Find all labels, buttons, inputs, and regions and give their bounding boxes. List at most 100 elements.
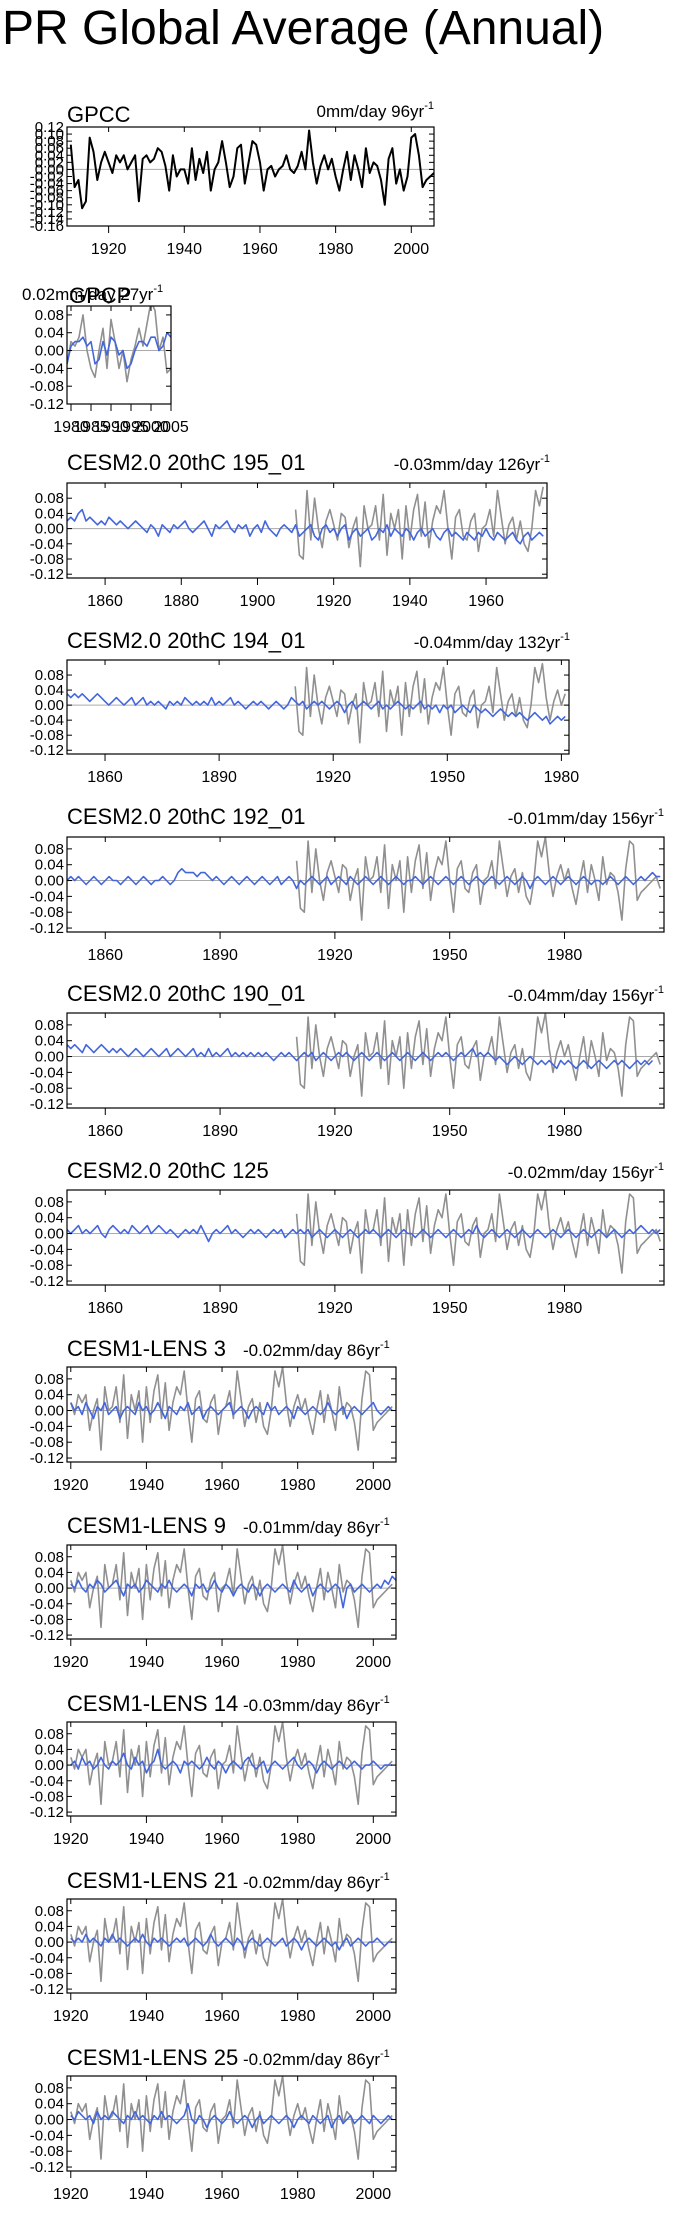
x-tick-label: 1890: [202, 947, 238, 964]
x-tick-label: 2000: [394, 241, 430, 258]
chart-panel-cesm2-0-20thc-194-01: 0.080.040.00-0.04-0.08-0.12 1860 1890 1920 1…: [30, 628, 579, 786]
chart-title: CESM1-LENS 21: [67, 1868, 238, 1893]
y-tick-label: -0.14: [30, 211, 64, 228]
series-line-cesm1-lens-25: [70, 2102, 393, 2129]
chart-title: CESM1-LENS 9: [67, 1513, 226, 1538]
series-line-gpcc: [295, 1013, 661, 1097]
x-tick-label: 1920: [317, 1123, 353, 1140]
x-tick-label: 1920: [317, 947, 353, 964]
trend-label: -0.04mm/day 156yr-1: [508, 984, 664, 1005]
plot-frame: [66, 1898, 397, 1994]
y-tick-label: 0.00: [35, 161, 64, 178]
y-tick-label: 0.00: [35, 2112, 64, 2129]
x-tick-label: 1920: [53, 2008, 89, 2025]
trend-label: -0.02mm/day 86yr-1: [243, 1339, 390, 1360]
x-tick-label: 1880: [163, 593, 199, 610]
trend-label: 0mm/day 96yr-1: [317, 100, 434, 121]
x-tick-label: 1980: [280, 2008, 316, 2025]
y-tick-label: 0.04: [35, 1741, 64, 1758]
y-tick-label: -0.08: [30, 1965, 64, 1982]
x-tick-label: 1940: [166, 241, 202, 258]
plot-frame: [66, 1189, 665, 1286]
y-tick-label: -0.12: [30, 1273, 64, 1290]
y-tick-label: 0.08: [35, 2080, 64, 2097]
y-tick-label: -0.08: [30, 1080, 64, 1097]
x-tick-label: 1920: [91, 241, 127, 258]
plot-frame: [66, 2075, 397, 2172]
x-tick-label: 1890: [202, 1300, 238, 1317]
y-tick-label: 0.10: [35, 126, 64, 143]
x-tick-label: 1960: [242, 241, 278, 258]
page-title: PR Global Average (Annual): [2, 2, 605, 55]
y-tick-label: 0.08: [35, 1194, 64, 1211]
y-tick-label: -0.06: [30, 183, 64, 200]
x-tick-label: 1960: [204, 1654, 240, 1671]
x-tick-label: 1940: [129, 1654, 165, 1671]
y-tick-label: 0.02: [35, 154, 64, 171]
x-tick-label: 1995: [113, 419, 149, 436]
x-tick-label: 1980: [280, 2186, 316, 2203]
chart-title: GPCC: [67, 102, 131, 127]
trend-label: 0.02mm/day 27yr-1: [22, 283, 163, 304]
y-tick-label: -0.08: [30, 190, 64, 207]
y-tick-label: -0.08: [30, 551, 64, 568]
y-tick-label: 0.04: [35, 147, 64, 164]
x-tick-label: 1860: [87, 1300, 123, 1317]
trend-label: -0.01mm/day 156yr-1: [508, 807, 664, 828]
y-tick-label: -0.12: [30, 920, 64, 937]
y-tick-label: -0.04: [30, 1241, 64, 1258]
plot-frame: [66, 1721, 397, 1817]
chart-panel-cesm2-0-20thc-192-01: 0.080.040.00-0.04-0.08-0.12 1860 1890 1920 1…: [30, 804, 665, 964]
series-line-gpcc: [70, 1899, 393, 1983]
y-tick-label: 0.04: [35, 325, 64, 342]
x-tick-label: 2005: [153, 419, 189, 436]
trend-label: -0.04mm/day 132yr-1: [414, 631, 570, 652]
x-tick-label: 1950: [430, 769, 466, 786]
y-tick-label: -0.04: [30, 1596, 64, 1613]
y-tick-label: 0.08: [35, 307, 64, 324]
chart-panel-gpcp: 0.080.040.00-0.04-0.08-0.12 1980198519901…: [22, 283, 189, 436]
series-line-gpcc: [70, 2076, 393, 2160]
y-tick-label: -0.04: [30, 176, 64, 193]
y-tick-label: 0.04: [35, 505, 64, 522]
y-tick-label: -0.12: [30, 396, 64, 413]
x-tick-label: 1960: [204, 2186, 240, 2203]
chart-title: GPCP: [69, 283, 131, 308]
y-tick-label: 0.00: [35, 343, 64, 360]
x-tick-label: 1985: [73, 419, 109, 436]
y-tick-label: -0.04: [30, 1064, 64, 1081]
chart-title: CESM2.0 20thC 192_01: [67, 804, 306, 829]
y-tick-label: 0.08: [35, 1017, 64, 1034]
y-tick-label: -0.08: [30, 378, 64, 395]
x-tick-label: 1860: [87, 593, 123, 610]
y-tick-label: 0.04: [35, 1387, 64, 1404]
y-tick-label: 0.00: [35, 1580, 64, 1597]
y-tick-label: 0.04: [35, 857, 64, 874]
x-tick-label: 1940: [392, 593, 428, 610]
y-tick-label: -0.12: [30, 1450, 64, 1467]
plot-frame: [66, 659, 570, 755]
y-tick-label: -0.12: [30, 566, 64, 583]
plot-frame: [66, 482, 548, 579]
x-tick-label: 1920: [315, 769, 351, 786]
x-tick-label: 1980: [544, 769, 580, 786]
trend-label: -0.03mm/day 126yr-1: [394, 453, 550, 474]
chart-title: CESM2.0 20thC 125: [67, 1158, 269, 1183]
y-tick-label: -0.04: [30, 1773, 64, 1790]
x-tick-label: 2000: [356, 1477, 392, 1494]
series-line-cesm1-lens-21: [70, 1933, 393, 1951]
chart-panel-cesm2-0-20thc-195-01: 0.080.040.00-0.04-0.08-0.12 1860 1880 1900 1…: [30, 450, 550, 610]
trend-label: -0.02mm/day 156yr-1: [508, 1161, 664, 1182]
y-tick-label: 0.00: [35, 1757, 64, 1774]
x-tick-label: 1940: [129, 2186, 165, 2203]
x-tick-label: 1900: [240, 593, 276, 610]
y-tick-label: 0.00: [35, 873, 64, 890]
y-tick-label: -0.04: [30, 712, 64, 729]
y-tick-label: -0.04: [30, 360, 64, 377]
x-tick-label: 1920: [53, 2186, 89, 2203]
x-tick-label: 2000: [356, 1654, 392, 1671]
series-line-cesm2-0-20thc-192-01: [67, 867, 661, 890]
series-line-cesm1-lens-3: [70, 1401, 393, 1420]
series-line-cesm2-0-20thc-194-01: [67, 692, 566, 725]
y-tick-label: -0.08: [30, 1611, 64, 1628]
